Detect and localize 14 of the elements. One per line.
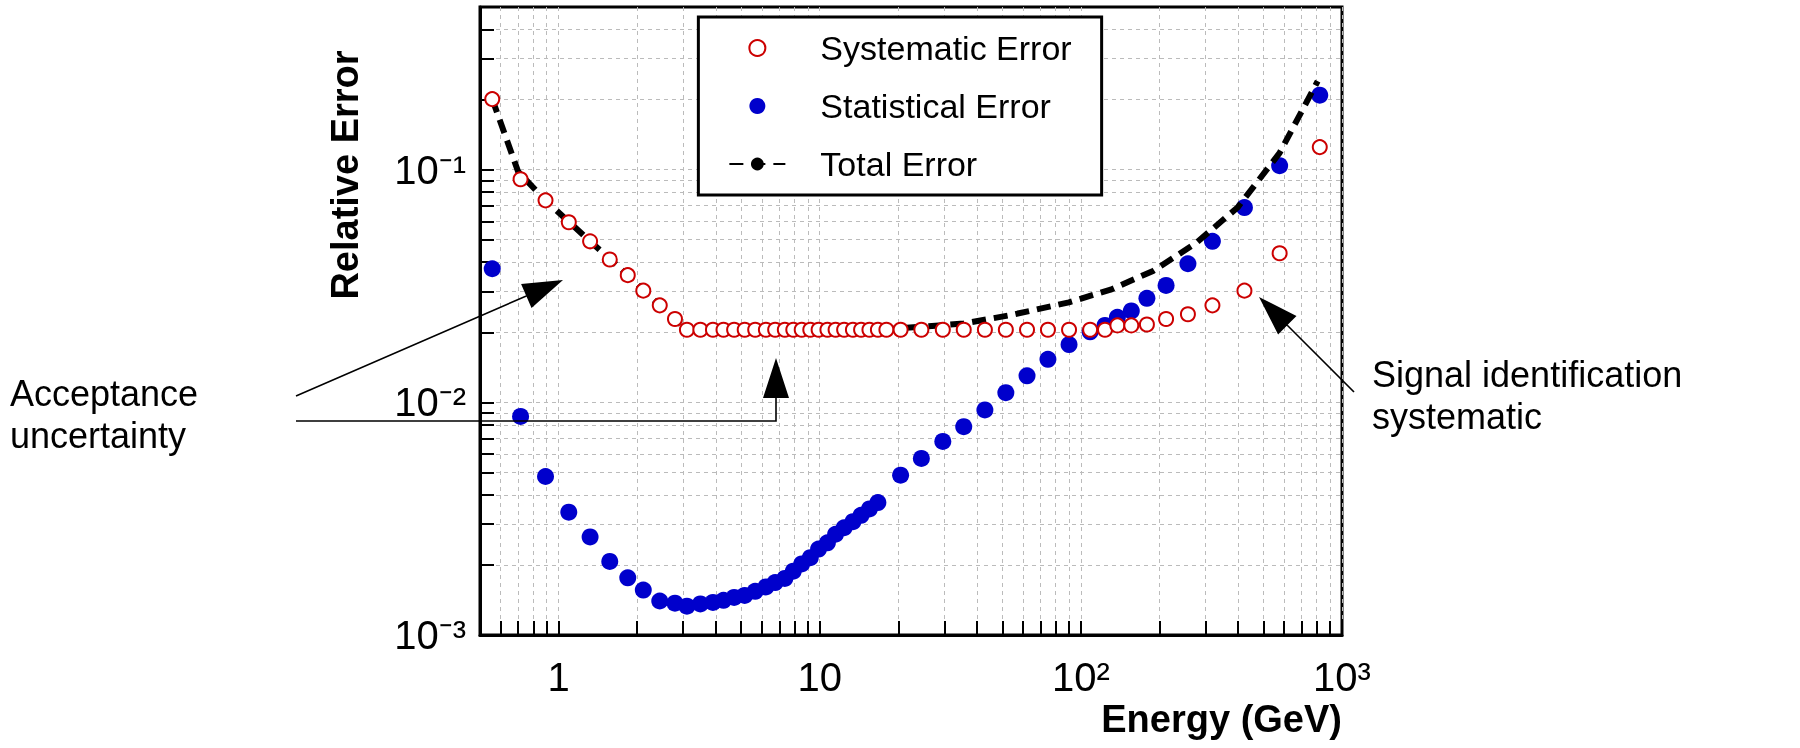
- x-axis-title: Energy (GeV): [1101, 698, 1343, 740]
- text: Acceptance uncertainty: [10, 372, 209, 456]
- legend-label: Statistical Error: [820, 87, 1051, 125]
- x-tick-label: 10³: [1313, 655, 1371, 699]
- legend-label: Systematic Error: [820, 29, 1072, 67]
- x-tick-label: 1: [547, 655, 570, 699]
- text: Signal identification systematic: [1372, 353, 1693, 437]
- y-tick-label: 10⁻¹: [394, 147, 466, 192]
- x-tick-label: 10²: [1051, 655, 1110, 699]
- legend-label: Total Error: [820, 145, 978, 183]
- y-tick-label: 10⁻³: [394, 613, 466, 657]
- y-tick-label: 10⁻²: [394, 380, 466, 425]
- y-axis-title: Relative Error: [324, 50, 366, 300]
- x-tick-label: 10: [797, 655, 842, 699]
